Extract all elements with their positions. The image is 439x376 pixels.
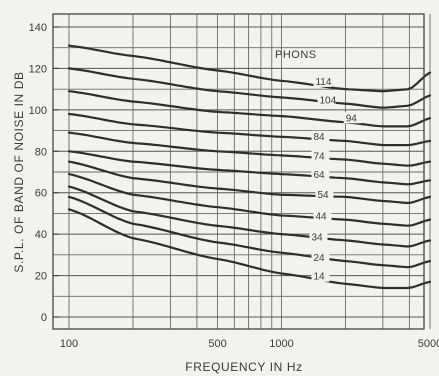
series-line-104-phons <box>67 67 432 109</box>
grid <box>53 14 431 329</box>
series-group <box>67 44 432 290</box>
curve-label-bg <box>313 210 332 222</box>
curve-label-bg <box>311 130 330 142</box>
curve-label-64: 64 <box>313 170 325 181</box>
curve-label-74: 74 <box>313 152 325 163</box>
x-axis-label: FREQUENCY IN Hz <box>185 360 302 374</box>
series-line-94-phons <box>67 90 432 128</box>
curve-label-bg <box>309 231 328 243</box>
curve-label-24: 24 <box>313 253 325 264</box>
plot-frame <box>52 13 425 330</box>
curve-label-54: 54 <box>317 190 329 201</box>
y-tick-label: 80 <box>35 146 47 158</box>
series-line-44-phons <box>67 173 432 227</box>
curve-label-bg <box>311 270 330 282</box>
y-tick-label: 0 <box>41 312 47 324</box>
x-tick-label: 1000 <box>269 338 293 350</box>
series-line-74-phons <box>67 131 432 167</box>
curve-label-bg <box>343 112 362 124</box>
series-line-34-phons <box>67 185 432 248</box>
curve-label-bg <box>311 252 330 264</box>
y-axis-label: S.P.L. OF BAND OF NOISE IN DB <box>12 71 26 272</box>
x-tick-label: 5000 <box>418 338 439 350</box>
curve-label-bg <box>311 169 330 181</box>
curve-label-104: 104 <box>319 96 336 107</box>
series-line-64-phons <box>67 150 432 186</box>
x-tick-label: 500 <box>208 338 226 350</box>
curve-label-bg <box>317 94 336 106</box>
curve-label-94: 94 <box>346 113 358 124</box>
y-tick-label: 20 <box>35 271 47 283</box>
curve-label-bg <box>313 75 332 87</box>
series-line-14-phons <box>67 208 432 290</box>
curve-labels: 114 104 94 84 74 64 54 44 34 24 14 <box>309 75 362 283</box>
x-tick-labels: 100 500 1000 5000 <box>60 338 439 350</box>
curve-label-44: 44 <box>315 212 327 223</box>
series-line-24-phons <box>67 195 432 269</box>
x-tick-label: 100 <box>60 338 78 350</box>
curve-label-34: 34 <box>311 232 323 243</box>
series-line-54-phons <box>67 160 432 205</box>
y-tick-label: 100 <box>29 105 47 117</box>
curve-label-bg <box>315 188 334 200</box>
curve-label-14: 14 <box>313 272 325 283</box>
curve-label-bg <box>311 150 330 162</box>
curve-label-114: 114 <box>315 77 331 88</box>
legend-title: PHONS <box>275 49 317 61</box>
curve-label-84: 84 <box>313 132 325 143</box>
y-tick-labels: 0 20 40 60 80 100 120 140 <box>29 22 59 324</box>
y-tick-label: 140 <box>29 22 47 34</box>
y-tick-label: 120 <box>29 63 47 75</box>
series-line-114-phons <box>67 44 432 93</box>
y-tick-label: 60 <box>35 188 47 200</box>
series-line-84-phons <box>67 112 432 147</box>
y-tick-label: 40 <box>35 229 47 241</box>
